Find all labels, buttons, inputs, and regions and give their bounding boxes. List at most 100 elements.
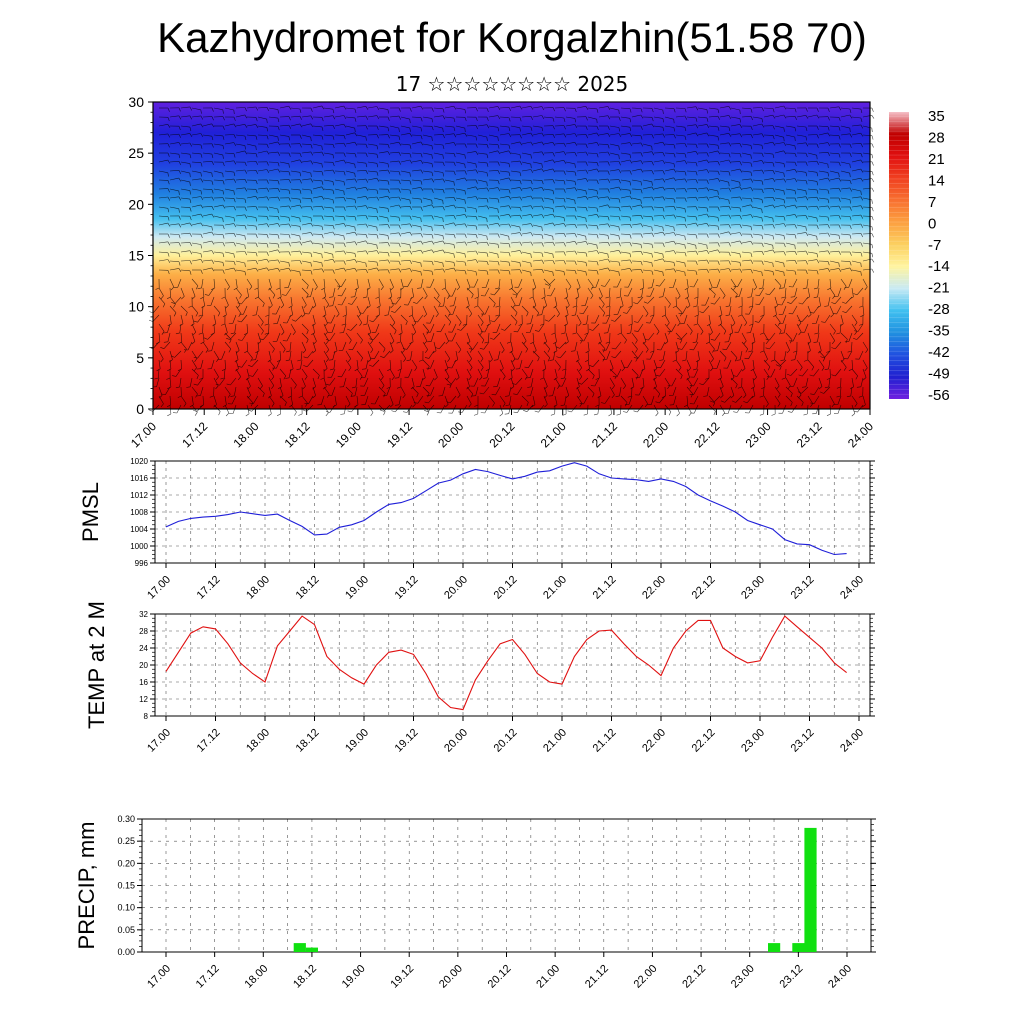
- colorbar-label: 0: [928, 215, 936, 232]
- wind-barb: [615, 341, 622, 350]
- wind-barb: [785, 341, 790, 351]
- wind-barb: [367, 177, 377, 181]
- wind-barb-flag: [361, 368, 367, 370]
- wind-barb-flag: [737, 386, 742, 389]
- wind-barb-flag: [750, 368, 755, 372]
- wind-barb: [752, 169, 763, 172]
- wind-barb-flag: [167, 208, 170, 213]
- wind-barb-flag: [343, 242, 346, 248]
- wind-barb-flag: [596, 225, 599, 230]
- wind-barb-flag: [572, 305, 577, 308]
- wind-barb: [664, 161, 674, 164]
- wind-barb-flag: [343, 143, 346, 147]
- wind-barb-flag: [211, 267, 215, 272]
- wind-barb: [708, 268, 719, 271]
- wind-barb-flag: [398, 142, 402, 146]
- wind-barb: [653, 258, 663, 262]
- wind-barb: [532, 350, 540, 358]
- wind-barb-flag: [453, 197, 456, 202]
- wind-barb: [609, 250, 619, 253]
- wind-barb: [334, 278, 341, 287]
- wind-barb: [406, 341, 413, 350]
- wind-barb-flag: [233, 160, 237, 165]
- wind-barb: [411, 377, 415, 387]
- wind-barb-flag: [306, 339, 309, 344]
- wind-barb: [191, 305, 199, 314]
- wind-barb-flag: [475, 143, 478, 148]
- wind-barb-flag: [541, 132, 545, 137]
- wind-barb-flag: [590, 295, 594, 299]
- wind-barb: [741, 161, 751, 164]
- wind-barb: [312, 105, 322, 109]
- wind-barb-flag: [601, 285, 606, 287]
- wind-barb: [730, 179, 740, 183]
- wind-barb-flag: [529, 296, 534, 299]
- wind-barb-flag: [640, 223, 644, 228]
- wind-barb-flag: [332, 144, 335, 149]
- wind-barb: [587, 132, 597, 136]
- wind-barb-flag: [391, 376, 395, 381]
- wind-barb: [682, 305, 688, 314]
- wind-barb: [323, 386, 330, 395]
- wind-barb-flag: [713, 294, 716, 299]
- wind-barb: [729, 305, 732, 315]
- wind-barb-flag: [551, 332, 556, 335]
- y-tick-label: 5: [136, 350, 144, 366]
- wind-barb-flag: [394, 330, 397, 335]
- wind-barb-flag: [321, 163, 323, 168]
- wind-barb: [807, 152, 817, 156]
- wind-barb: [433, 152, 443, 156]
- wind-barb-flag: [442, 178, 446, 183]
- wind-barb: [829, 241, 839, 244]
- wind-barb: [708, 107, 718, 110]
- wind-barb-flag: [673, 188, 676, 192]
- wind-barb: [807, 259, 817, 262]
- wind-barb: [604, 395, 611, 404]
- wind-barb: [484, 287, 490, 297]
- wind-barb: [664, 125, 674, 128]
- wind-barb-flag: [717, 217, 720, 222]
- wind-barb: [411, 287, 414, 297]
- wind-barb: [752, 179, 763, 182]
- wind-barb: [708, 341, 715, 350]
- wind-barb-flag: [859, 323, 864, 326]
- wind-barb-flag: [821, 321, 826, 323]
- wind-barb-flag: [398, 127, 400, 133]
- wind-barb: [620, 259, 630, 262]
- wind-barb: [433, 287, 440, 296]
- wind-barb: [312, 134, 323, 137]
- wind-barb: [332, 350, 336, 360]
- y-tick-label: 32: [139, 610, 148, 619]
- wind-barb-flag: [783, 137, 785, 142]
- wind-barb-flag: [497, 106, 501, 110]
- wind-barb-flag: [640, 269, 643, 274]
- wind-barb: [696, 332, 699, 342]
- wind-barb: [191, 395, 194, 405]
- wind-barb-flag: [645, 349, 649, 353]
- wind-barb-flag: [337, 295, 342, 297]
- wind-barb: [817, 332, 820, 342]
- wind-barb-flag: [325, 383, 330, 386]
- wind-barb-flag: [519, 207, 522, 212]
- wind-barb: [554, 260, 565, 262]
- wind-barb: [631, 242, 641, 245]
- wind-barb-flag: [779, 330, 782, 335]
- wind-barb-flag: [805, 196, 809, 201]
- wind-barb: [686, 269, 696, 272]
- wind-barb: [444, 305, 451, 314]
- wind-barb: [620, 179, 630, 182]
- wind-barb-flag: [655, 374, 660, 377]
- wind-barb-flag: [505, 404, 510, 406]
- wind-barb: [312, 151, 323, 154]
- wind-barb: [213, 143, 223, 146]
- wind-barb: [400, 197, 410, 201]
- wind-barb-flag: [288, 268, 292, 272]
- wind-barb: [290, 323, 296, 332]
- wind-barb-flag: [684, 224, 687, 229]
- wind-barb-flag: [579, 376, 583, 380]
- wind-barb: [818, 232, 828, 235]
- wind-barb: [648, 332, 655, 341]
- wind-barb-flag: [541, 226, 543, 231]
- wind-barb: [697, 350, 700, 360]
- wind-barb-flag: [684, 178, 688, 183]
